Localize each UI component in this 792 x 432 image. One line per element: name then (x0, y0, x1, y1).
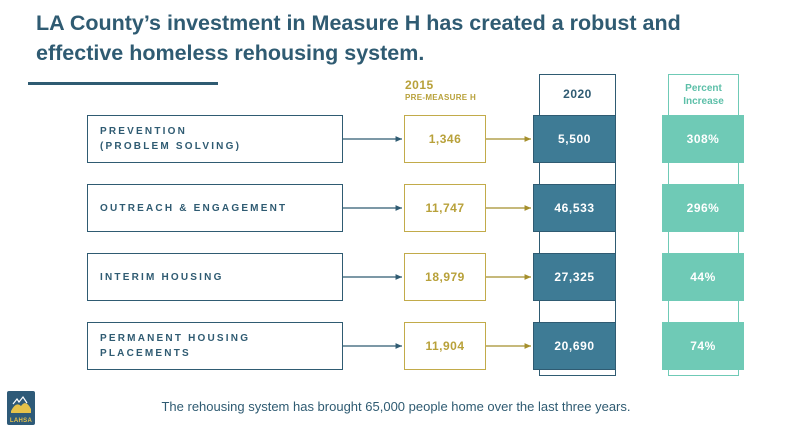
header-percent-line1: Percent (685, 83, 722, 94)
header-percent-line2: Increase (683, 96, 724, 107)
row-percent-prevention: 308% (662, 115, 744, 163)
row-label-permanent-housing: PERMANENT HOUSING PLACEMENTS (87, 322, 343, 370)
row-2015-permanent-housing: 11,904 (404, 322, 486, 370)
lahsa-logo-mark (11, 395, 31, 413)
lahsa-logo-text: LAHSA (9, 418, 33, 424)
row-percent-permanent-housing: 74% (662, 322, 744, 370)
footer-summary: The rehousing system has brought 65,000 … (161, 399, 631, 414)
title-underline (28, 82, 218, 85)
row-2020-outreach: 46,533 (533, 184, 616, 232)
header-2020: 2020 (563, 87, 592, 101)
row-2015-interim-housing: 18,979 (404, 253, 486, 301)
row-label-prevention: PREVENTION (PROBLEM SOLVING) (87, 115, 343, 163)
header-2015: 2015 PRE-MEASURE H (405, 78, 476, 102)
header-percent-increase: Percent Increase (668, 76, 739, 114)
header-2015-subtitle: PRE-MEASURE H (405, 93, 477, 102)
row-percent-outreach: 296% (662, 184, 744, 232)
row-2020-permanent-housing: 20,690 (533, 322, 616, 370)
row-label-outreach: OUTREACH & ENGAGEMENT (87, 184, 343, 232)
lahsa-logo-icon: LAHSA (7, 391, 35, 425)
page-title: LA County’s investment in Measure H has … (36, 11, 681, 65)
row-2015-outreach: 11,747 (404, 184, 486, 232)
header-2015-year: 2015 (405, 78, 434, 92)
row-label-interim-housing: INTERIM HOUSING (87, 253, 343, 301)
row-percent-interim-housing: 44% (662, 253, 744, 301)
row-2020-prevention: 5,500 (533, 115, 616, 163)
row-2020-interim-housing: 27,325 (533, 253, 616, 301)
row-2015-prevention: 1,346 (404, 115, 486, 163)
